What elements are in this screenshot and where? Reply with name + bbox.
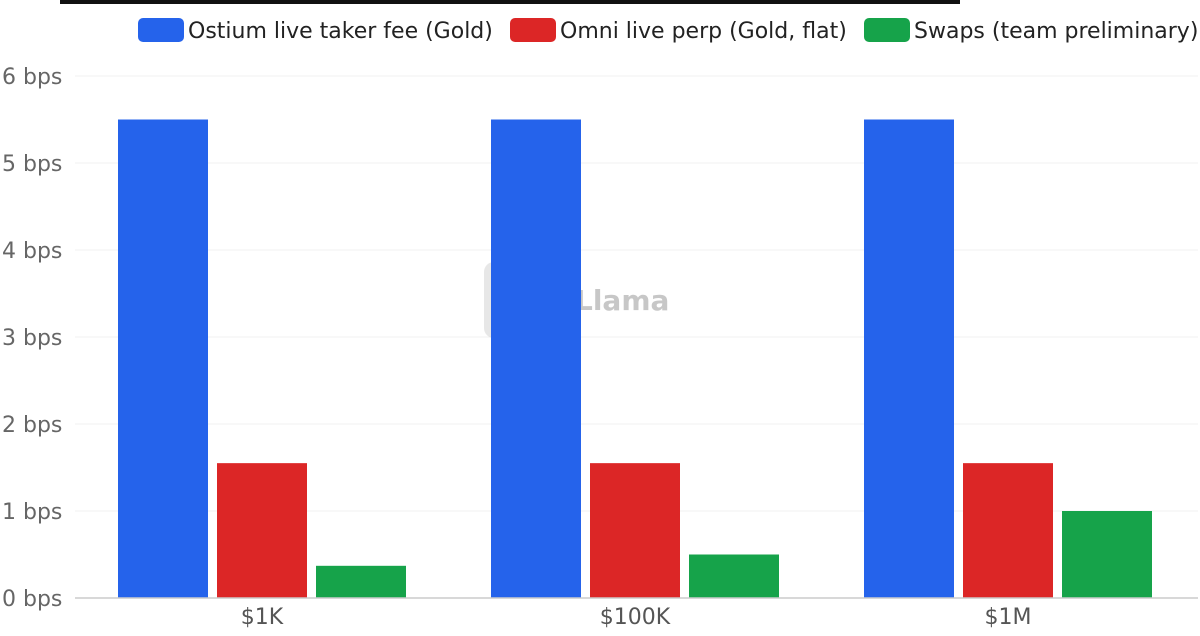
legend: Ostium live taker fee (Gold) Omni live pe… (138, 18, 1198, 44)
y-tick-label: 6 bps (2, 65, 62, 90)
y-tick-label: 5 bps (2, 152, 62, 177)
chart-title-cropped (60, 0, 960, 4)
x-tick-label: $100K (600, 605, 671, 630)
bar (689, 554, 779, 598)
legend-label[interactable]: Ostium live taker fee (Gold) (188, 19, 493, 44)
y-tick-label: 2 bps (2, 413, 62, 438)
bars (118, 119, 1152, 598)
bar (118, 119, 208, 598)
legend-swatch (138, 18, 184, 42)
bar (491, 119, 581, 598)
x-tick-label: $1K (241, 605, 284, 630)
y-tick-label: 0 bps (2, 587, 62, 612)
y-axis-tick-labels: 0 bps 1 bps 2 bps 3 bps 4 bps 5 bps 6 bps (2, 65, 62, 612)
bar (864, 119, 954, 598)
legend-swatch (510, 18, 556, 42)
bar (217, 463, 307, 598)
x-axis-tick-labels: $1K $100K $1M (241, 605, 1032, 630)
bar (1062, 511, 1152, 598)
x-tick-label: $1M (985, 605, 1032, 630)
legend-label[interactable]: Omni live perp (Gold, flat) (560, 19, 847, 44)
bar (316, 565, 406, 598)
y-tick-label: 3 bps (2, 326, 62, 351)
y-tick-label: 4 bps (2, 239, 62, 264)
bar (963, 463, 1053, 598)
y-tick-label: 1 bps (2, 500, 62, 525)
legend-label[interactable]: Swaps (team preliminary) (914, 19, 1198, 44)
bar (590, 463, 680, 598)
legend-swatch (864, 18, 910, 42)
